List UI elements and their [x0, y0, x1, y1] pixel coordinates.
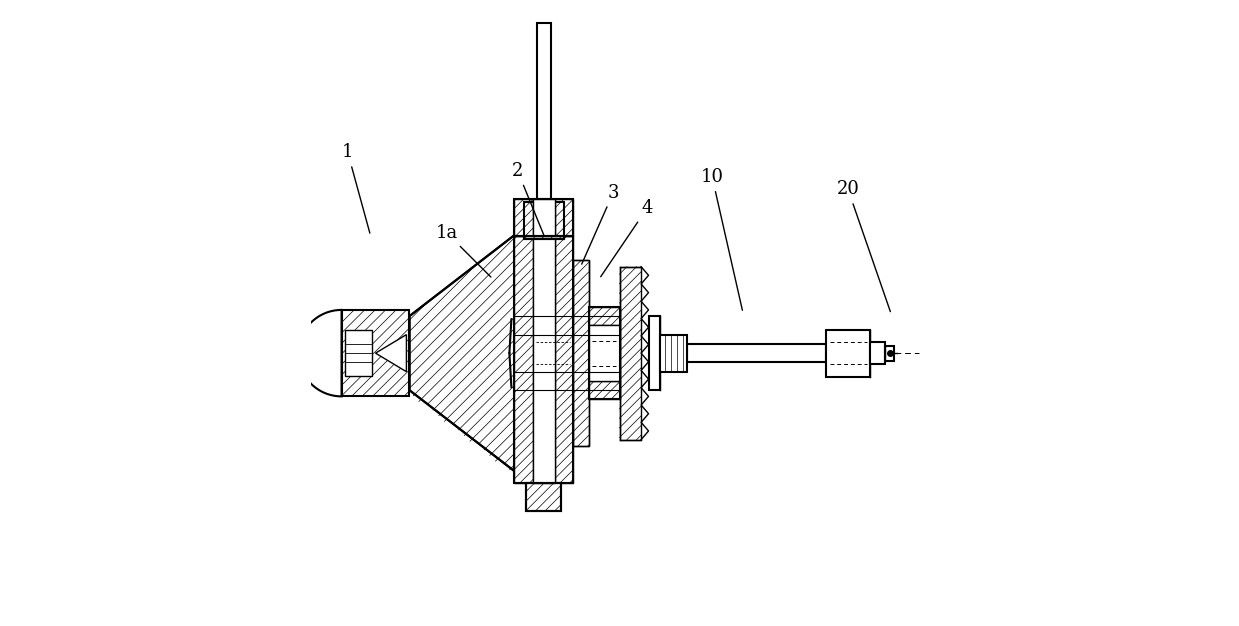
Polygon shape	[410, 233, 518, 474]
Text: 3: 3	[582, 183, 620, 264]
Bar	[574, 260, 589, 446]
Bar	[344, 330, 373, 376]
Bar	[527, 483, 561, 511]
Wedge shape	[299, 310, 342, 396]
Bar	[514, 236, 574, 483]
Bar	[870, 342, 885, 364]
Text: 1a: 1a	[435, 223, 491, 277]
Text: 1: 1	[342, 143, 370, 233]
Text: 10: 10	[700, 168, 742, 310]
Bar	[527, 483, 561, 511]
Bar	[514, 198, 574, 236]
Bar	[885, 346, 895, 361]
Text: 4: 4	[601, 199, 653, 277]
Bar	[524, 202, 564, 239]
Polygon shape	[375, 335, 406, 372]
Bar	[659, 335, 688, 372]
Bar	[826, 330, 870, 377]
Bar	[533, 198, 555, 236]
Text: 20: 20	[836, 180, 891, 312]
Bar	[536, 23, 550, 198]
Text: 2: 2	[512, 162, 544, 236]
Bar	[524, 202, 564, 239]
Bar	[589, 307, 620, 326]
Bar	[555, 198, 574, 236]
Bar	[688, 344, 826, 362]
Bar	[574, 260, 589, 446]
Bar	[589, 381, 620, 399]
Bar	[342, 310, 410, 396]
Bar	[555, 236, 574, 483]
Bar	[589, 307, 620, 399]
Bar	[514, 236, 533, 483]
Bar	[533, 236, 555, 483]
Bar	[620, 267, 641, 439]
Bar	[589, 326, 620, 381]
Bar	[648, 316, 659, 390]
Bar	[514, 198, 533, 236]
